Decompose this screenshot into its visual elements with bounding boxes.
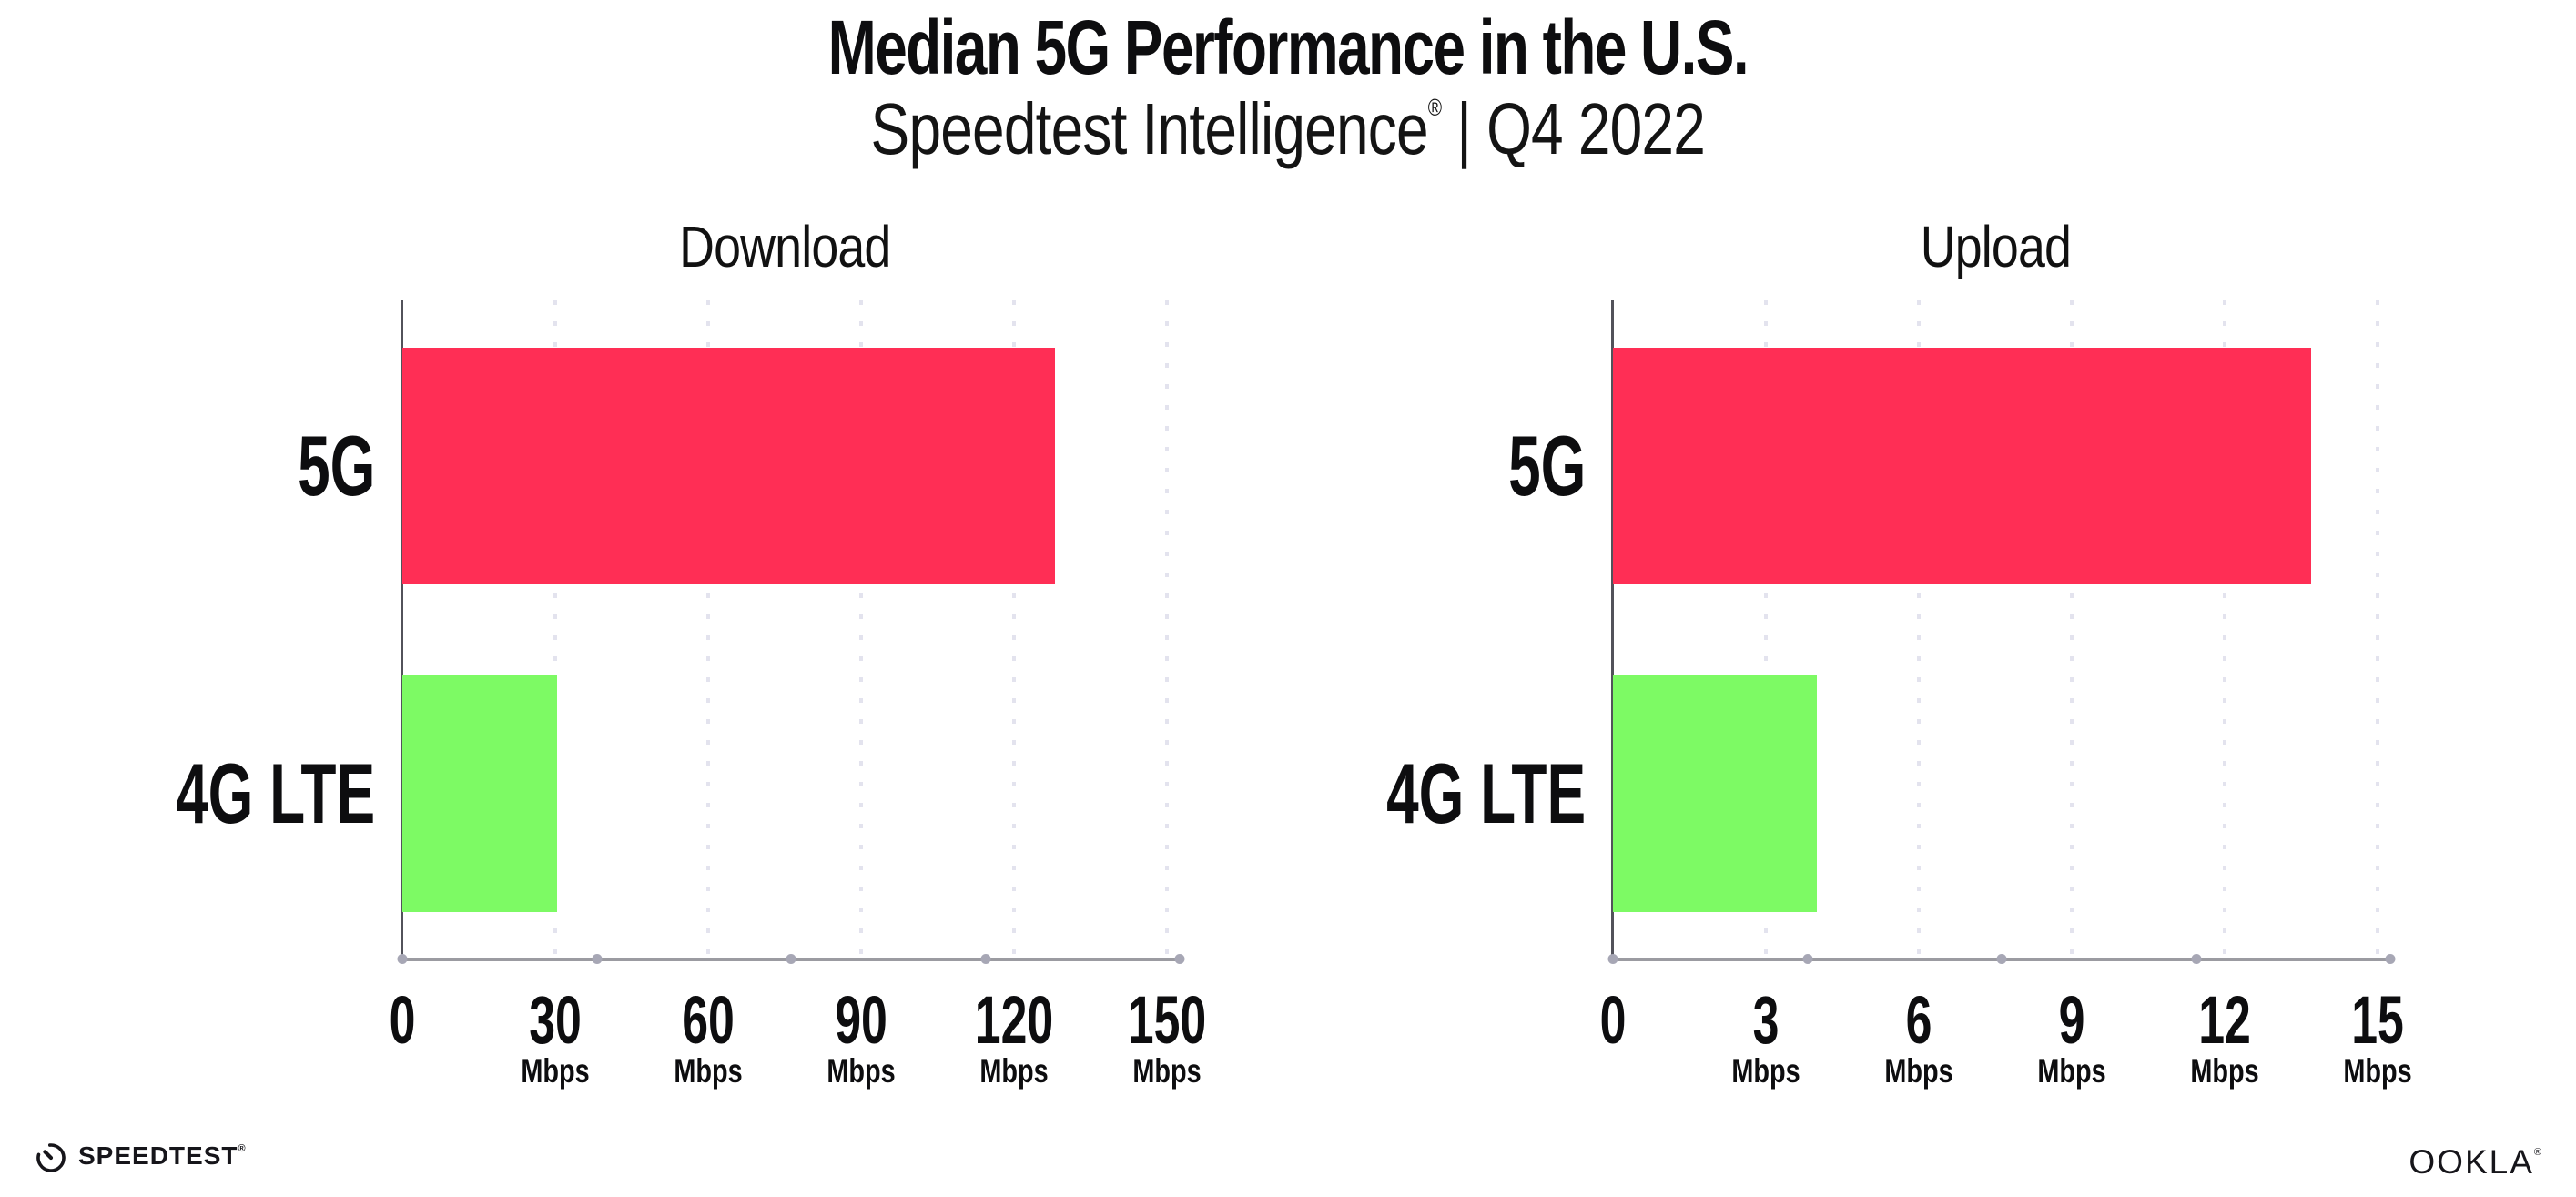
speedtest-label: SPEEDTEST xyxy=(78,1141,238,1170)
tick-label-60: 60 xyxy=(682,982,735,1058)
bar-row-4g-lte: 4G LTE xyxy=(1386,675,2378,912)
bar-row-4g-lte: 4G LTE xyxy=(176,675,1167,912)
category-label-text-4g-lte: 4G LTE xyxy=(1385,746,1586,841)
speedtest-registered-mark: ® xyxy=(238,1143,246,1154)
bar-row-5g: 5G xyxy=(1508,348,2378,584)
upload-plot-area: 5G 4G LTE 0 3 Mbps 6 Mbps 9 Mbps 12 Mbps 15 Mbps xyxy=(1386,300,2412,1088)
speedtest-logo: SPEEDTEST® xyxy=(33,1138,246,1174)
ookla-logo: OOKLA® xyxy=(2409,1143,2541,1182)
axis-dot-4 xyxy=(2385,954,2396,964)
download-chart-title-text: Download xyxy=(678,214,891,279)
main-title-text: Median 5G Performance in the U.S. xyxy=(827,5,1749,90)
category-label-text-5g: 5G xyxy=(1507,418,1586,513)
axis-dot-3 xyxy=(2191,954,2201,964)
ookla-wordmark: OOKLA® xyxy=(2409,1143,2541,1181)
tick-unit-15: Mbps xyxy=(2343,1052,2412,1090)
tick-label-12: 12 xyxy=(2198,982,2251,1058)
ookla-label: OOKLA xyxy=(2409,1143,2534,1181)
axis-dot-0 xyxy=(1607,954,1618,964)
gridline-12 xyxy=(2223,300,2226,959)
tick-unit-150: Mbps xyxy=(1132,1052,1202,1090)
subtitle-text: Speedtest Intelligence® | Q4 2022 xyxy=(871,93,1706,166)
axis-dot-1 xyxy=(1802,954,1812,964)
x-axis-line xyxy=(397,954,1185,964)
tick-label-15: 15 xyxy=(2351,982,2404,1058)
tick-unit-30: Mbps xyxy=(521,1052,590,1090)
tick-label-6: 6 xyxy=(1905,982,1932,1058)
tick-label-150: 150 xyxy=(1127,982,1207,1058)
category-label-text-5g: 5G xyxy=(297,418,375,513)
tick-label-0: 0 xyxy=(1599,982,1627,1058)
tick-label-120: 120 xyxy=(974,982,1054,1058)
upload-chart: Upload 5G 4G LTE 0 3 Mbps 6 Mbps 9 Mbps 12 Mbps 15 M… xyxy=(1386,215,2412,1088)
axis-dot-4 xyxy=(1174,954,1185,964)
tick-label-30: 30 xyxy=(529,982,582,1058)
category-label-5g: 5G xyxy=(1472,348,1586,584)
gridline-30 xyxy=(553,300,557,959)
download-chart: Download 5G 4G LTE 0 30 Mbps 60 Mbps 90 Mbps 120 M… xyxy=(176,215,1206,1088)
axis-dot-1 xyxy=(592,954,602,964)
x-axis-line xyxy=(1607,954,2396,964)
subtitle-brand: Speedtest Intelligence xyxy=(870,88,1429,169)
tick-label-0: 0 xyxy=(389,982,416,1058)
category-label-4g-lte: 4G LTE xyxy=(1293,675,1586,912)
axis-dot-2 xyxy=(1996,954,2007,964)
bar-4g-lte xyxy=(1613,675,1817,912)
gridline-120 xyxy=(1012,300,1016,959)
axis-dot-2 xyxy=(786,954,796,964)
bar-5g xyxy=(1613,348,2312,584)
category-label-5g: 5G xyxy=(261,348,375,584)
header: Median 5G Performance in the U.S. Speedt… xyxy=(0,9,2576,166)
speedtest-wordmark: SPEEDTEST® xyxy=(78,1141,246,1171)
axis-dot-3 xyxy=(980,954,990,964)
tick-label-3: 3 xyxy=(1752,982,1780,1058)
gridline-3 xyxy=(1764,300,1768,959)
download-plot-area: 5G 4G LTE 0 30 Mbps 60 Mbps 90 Mbps 120 Mbps 150 Mbp… xyxy=(176,300,1206,1088)
speedtest-gauge-icon xyxy=(36,1143,66,1172)
tick-label-9: 9 xyxy=(2058,982,2085,1058)
tick-unit-12: Mbps xyxy=(2190,1052,2259,1090)
y-axis-line xyxy=(1611,300,1614,961)
tick-label-90: 90 xyxy=(835,982,887,1058)
gridline-90 xyxy=(859,300,863,959)
tick-unit-6: Mbps xyxy=(1884,1052,1953,1090)
subtitle: Speedtest Intelligence® | Q4 2022 xyxy=(0,93,2576,166)
registered-mark: ® xyxy=(1427,94,1442,121)
tick-unit-90: Mbps xyxy=(827,1052,896,1090)
gridline-150 xyxy=(1165,300,1169,959)
upload-chart-title: Upload xyxy=(1613,215,2378,300)
bar-4g-lte xyxy=(402,675,557,912)
bar-row-5g: 5G xyxy=(298,348,1167,584)
category-label-4g-lte: 4G LTE xyxy=(82,675,375,912)
gridline-15 xyxy=(2376,300,2379,959)
ookla-registered-mark: ® xyxy=(2533,1147,2541,1158)
gridline-9 xyxy=(2070,300,2074,959)
upload-chart-title-text: Upload xyxy=(1920,214,2071,279)
gridline-60 xyxy=(706,300,710,959)
tick-unit-60: Mbps xyxy=(674,1052,743,1090)
download-chart-title: Download xyxy=(402,215,1167,300)
tick-unit-3: Mbps xyxy=(1731,1052,1800,1090)
category-label-text-4g-lte: 4G LTE xyxy=(175,746,375,841)
bar-5g xyxy=(402,348,1055,584)
subtitle-period: | Q4 2022 xyxy=(1441,88,1706,169)
axis-dot-0 xyxy=(397,954,408,964)
tick-unit-9: Mbps xyxy=(2037,1052,2106,1090)
gridline-6 xyxy=(1917,300,1921,959)
main-title: Median 5G Performance in the U.S. xyxy=(0,9,2576,86)
y-axis-line xyxy=(401,300,403,961)
tick-unit-120: Mbps xyxy=(979,1052,1049,1090)
